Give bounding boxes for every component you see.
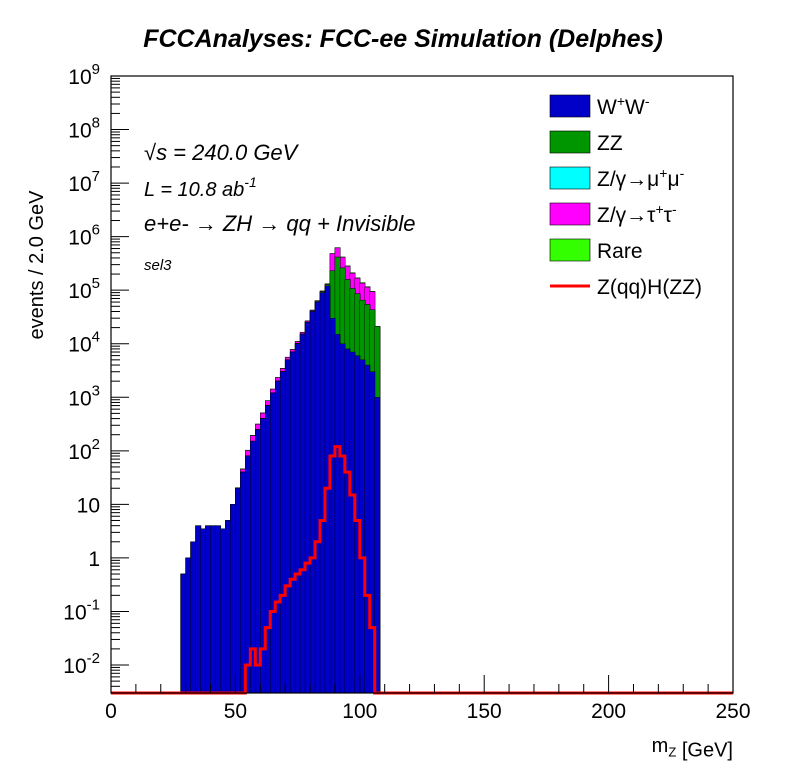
bar-w-w--bin-3 (195, 525, 202, 694)
x-tick-label: 250 (715, 700, 750, 723)
annotation-luminosity: L = 10.8 ab-1 (144, 174, 257, 201)
y-tick-label: 104 (68, 329, 100, 357)
x-tick-label: 200 (591, 700, 626, 723)
annotation-sqrt-s: √s = 240.0 GeV (144, 140, 300, 165)
bar-w-w--bin-0 (180, 573, 187, 694)
bar-w-w--bin-26 (309, 311, 316, 694)
bar-w-w--bin-31 (334, 334, 341, 694)
bar-w-w--bin-9 (225, 520, 231, 694)
annotations: √s = 240.0 GeV L = 10.8 ab-1 e+e- → ZH →… (144, 140, 415, 274)
x-tick-label: 150 (467, 700, 502, 723)
bar-w-w--bin-1 (185, 557, 192, 694)
y-tick-label: 109 (68, 61, 100, 89)
legend-label-zz: ZZ (597, 132, 623, 155)
x-tick-label: 0 (105, 700, 117, 723)
y-tick-label: 102 (68, 436, 100, 464)
y-axis-label: events / 2.0 GeV (26, 190, 48, 340)
annotation-process: e+e- → ZH → qq + Invisible (144, 211, 415, 236)
chart-title: FCCAnalyses: FCC-ee Simulation (Delphes) (143, 25, 663, 53)
bar-w-w--bin-34 (349, 351, 356, 694)
bar-w-w--bin-8 (220, 528, 226, 694)
bar-w-w--bin-4 (200, 528, 207, 694)
bar-w-w--bin-6 (210, 525, 217, 694)
x-axis-ticks: 0 50 100 150 200 250 (105, 675, 751, 723)
y-tick-label: 10-2 (63, 650, 100, 678)
y-tick-label: 107 (68, 168, 100, 196)
bar-w-w--bin-5 (205, 525, 212, 694)
bar-w-w--bin-24 (299, 334, 306, 694)
bar-w-w--bin-2 (190, 541, 197, 694)
bar-w-w--bin-12 (240, 471, 246, 694)
bar-w-w--bin-11 (235, 488, 241, 694)
annotation-selection: sel3 (144, 257, 172, 274)
bar-w-w--bin-10 (230, 504, 236, 694)
legend-label-rare: Rare (597, 240, 643, 263)
bar-w-w--bin-25 (304, 322, 311, 694)
legend-label-w-w-: W+W- (597, 93, 650, 119)
x-tick-label: 100 (342, 700, 377, 723)
y-tick-label: 106 (68, 222, 100, 250)
legend-swatch-zz (549, 130, 591, 154)
y-axis-ticks: 10-2 10-1 1 10 102 103 104 105 106 107 108 109 (63, 61, 129, 694)
bar-w-w--bin-32 (339, 343, 346, 694)
bar-w-w--bin-23 (294, 343, 301, 694)
axes (110, 75, 734, 694)
y-tick-label: 103 (68, 382, 100, 410)
legend-label-z-: Z/γ→τ+τ- (597, 201, 677, 227)
y-tick-label: 108 (68, 115, 100, 143)
bar-w-w--bin-18 (270, 392, 276, 694)
bar-w-w--bin-22 (289, 351, 296, 694)
x-tick-label: 50 (224, 700, 247, 723)
legend-label-z-qq-h-zz-: Z(qq)H(ZZ) (597, 276, 702, 299)
bar-w-w--bin-7 (215, 525, 221, 694)
y-tick-label: 10-1 (63, 596, 100, 624)
bar-w-w--bin-27 (314, 301, 321, 694)
bar-w-w--bin-33 (344, 348, 351, 694)
legend-swatch-w-w- (549, 94, 591, 118)
y-tick-label: 10 (77, 494, 100, 517)
bar-w-w--bin-19 (275, 380, 281, 694)
legend-swatch-z- (549, 166, 591, 190)
legend-swatch-rare (549, 238, 591, 262)
plot-frame (110, 75, 734, 694)
bar-w-w--bin-37 (364, 364, 371, 694)
y-tick-label: 105 (68, 275, 100, 303)
legend-label-z-: Z/γ→μ+μ- (597, 165, 685, 191)
bar-w-w--bin-30 (329, 317, 336, 694)
x-axis-label: mZ [GeV] (652, 735, 733, 762)
bar-w-w--bin-20 (279, 371, 286, 694)
legend: W+W- ZZ Z/γ→μ+μ- Z/γ→τ+τ- Rare Z(qq)H(ZZ) (549, 93, 702, 299)
legend-swatch-z- (549, 202, 591, 226)
bar-w-w--bin-21 (284, 359, 291, 694)
y-tick-label: 1 (88, 548, 100, 571)
